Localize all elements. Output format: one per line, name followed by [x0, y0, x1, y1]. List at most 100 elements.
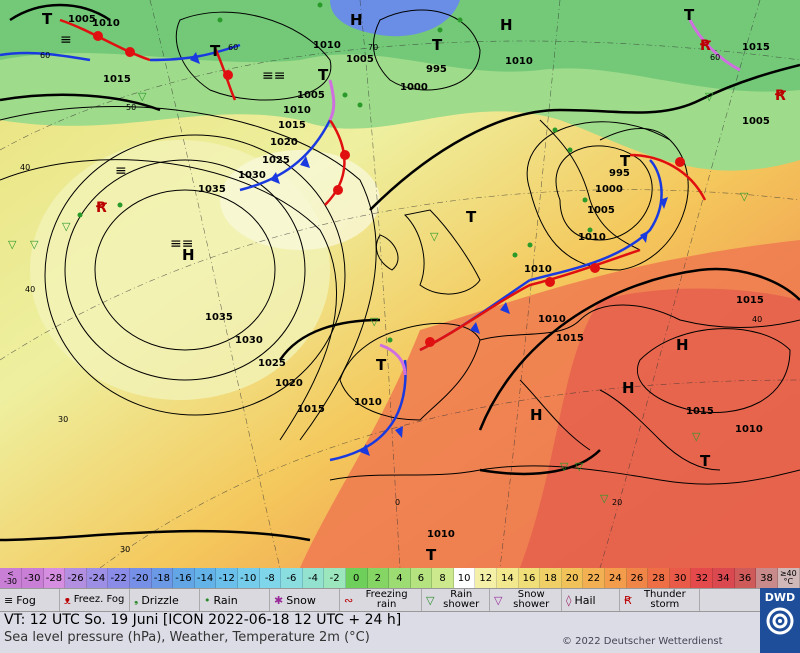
svg-text:T: T: [684, 6, 695, 24]
svg-text:T: T: [466, 208, 477, 226]
svg-text:1010: 1010: [283, 105, 311, 116]
scale-cell: 16: [518, 568, 541, 588]
svg-text:1025: 1025: [258, 358, 286, 369]
legend-symbol-icon: ❟: [134, 593, 139, 606]
svg-text:▽: ▽: [62, 220, 71, 233]
svg-text:▽: ▽: [692, 430, 701, 443]
svg-text:1010: 1010: [578, 232, 606, 243]
scale-cell: 38: [756, 568, 778, 588]
legend-symbol-icon: ▽: [426, 593, 435, 607]
svg-text:▽: ▽: [600, 492, 609, 505]
scale-cell: 22: [583, 568, 606, 588]
svg-text:≡: ≡: [60, 32, 72, 48]
svg-text:T: T: [318, 66, 329, 84]
svg-text:1005: 1005: [742, 116, 770, 127]
svg-text:1010: 1010: [735, 424, 763, 435]
scale-cell: 4: [389, 568, 411, 588]
legend-item: • Rain: [200, 589, 270, 611]
scale-cell: 12: [475, 568, 498, 588]
svg-text:1015: 1015: [103, 74, 131, 85]
svg-text:▽: ▽: [430, 230, 439, 243]
svg-text:1010: 1010: [313, 40, 341, 51]
scale-cell: -18: [151, 568, 174, 588]
svg-text:▽: ▽: [30, 238, 39, 251]
svg-text:▽: ▽: [8, 238, 17, 251]
scale-cell: 6: [410, 568, 433, 588]
svg-text:≡: ≡: [115, 163, 127, 179]
svg-text:▽: ▽: [560, 460, 569, 473]
scale-cell: -8: [259, 568, 282, 588]
scale-cell: 2: [367, 568, 390, 588]
legend-item: ∾ Freezing rain: [340, 589, 422, 611]
legend-symbol-icon: ✱: [274, 593, 284, 607]
svg-text:Ꞧ: Ꞧ: [699, 38, 711, 54]
dwd-logo: DWD: [760, 588, 800, 653]
scale-cell: -14: [194, 568, 217, 588]
svg-text:40: 40: [752, 315, 762, 324]
svg-text:40: 40: [20, 163, 30, 172]
scale-cell: 24: [605, 568, 627, 588]
legend-label: Rain: [213, 593, 238, 607]
scale-cell: 28: [648, 568, 670, 588]
scale-cell: -28: [43, 568, 66, 588]
scale-cell: -26: [65, 568, 87, 588]
scale-cell: -20: [129, 568, 152, 588]
svg-text:60: 60: [710, 53, 720, 62]
valid-time-text: VT: 12 UTC So. 19 Juni [ICON 2022-06-18 …: [4, 612, 402, 628]
svg-text:≡≡: ≡≡: [262, 68, 285, 84]
svg-text:1035: 1035: [198, 184, 226, 195]
legend-item: ≡ Fog: [0, 589, 60, 611]
svg-text:1005: 1005: [68, 14, 96, 25]
legend-symbol-icon: •: [204, 593, 211, 607]
svg-text:≡≡: ≡≡: [170, 236, 193, 252]
svg-text:1035: 1035: [205, 312, 233, 323]
scale-cell: -6: [281, 568, 303, 588]
svg-text:H: H: [182, 246, 195, 264]
svg-text:T: T: [432, 36, 443, 54]
legend-symbol-icon: ≡: [4, 593, 14, 607]
svg-text:1010: 1010: [538, 314, 566, 325]
svg-text:1020: 1020: [275, 378, 303, 389]
svg-text:1030: 1030: [238, 170, 266, 181]
legend-label: Rain shower: [443, 589, 480, 610]
svg-text:30: 30: [58, 415, 68, 424]
svg-text:T: T: [376, 356, 387, 374]
legend-symbol-icon: ▽: [494, 593, 503, 607]
svg-text:1005: 1005: [346, 54, 374, 65]
weather-map: ▽ ▽▽ ▽ ▽▽ ▽▽▽ ▽ ▽▽ ≡≡≡≡≡≡ ꞦꞦꞦ HHH HHH TTT T…: [0, 0, 800, 568]
map-description: Sea level pressure (hPa), Weather, Tempe…: [4, 630, 370, 645]
info-bar: [0, 612, 760, 653]
svg-text:▽: ▽: [575, 460, 584, 473]
svg-text:1015: 1015: [686, 406, 714, 417]
scale-cell: -12: [216, 568, 238, 588]
svg-text:T: T: [700, 452, 711, 470]
svg-text:▽: ▽: [740, 190, 749, 203]
svg-text:▽: ▽: [705, 90, 714, 103]
svg-text:1010: 1010: [505, 56, 533, 67]
scale-cell: 32: [691, 568, 713, 588]
svg-text:1020: 1020: [270, 137, 298, 148]
svg-text:1005: 1005: [587, 205, 615, 216]
svg-text:▽: ▽: [370, 315, 379, 328]
svg-text:1000: 1000: [595, 184, 623, 195]
svg-text:40: 40: [25, 285, 35, 294]
svg-text:T: T: [426, 546, 437, 564]
svg-text:70: 70: [368, 43, 378, 52]
scale-cell: 36: [734, 568, 757, 588]
svg-text:50: 50: [126, 103, 136, 112]
copyright-text: © 2022 Deutscher Wetterdienst: [562, 636, 723, 647]
svg-text:T: T: [620, 152, 631, 170]
legend-label: Fog: [16, 593, 36, 607]
svg-text:T: T: [42, 10, 53, 28]
legend-item: ✱ Snow: [270, 589, 340, 611]
svg-text:H: H: [530, 406, 543, 424]
legend-item: ᴥ Freez. Fog: [60, 589, 130, 611]
legend-item: ▽ Snow shower: [490, 589, 562, 611]
weather-symbol-legend: ≡ Fog ᴥ Freez. Fog ❟ Drizzle • Rain ✱ Snow ∾ Freezi…: [0, 588, 800, 612]
legend-item: Ꞧ Thunder storm: [620, 589, 700, 611]
svg-text:995: 995: [609, 168, 630, 179]
scale-cell: -10: [237, 568, 260, 588]
legend-label: Drizzle: [141, 593, 179, 607]
svg-text:1010: 1010: [524, 264, 552, 275]
svg-text:1025: 1025: [262, 155, 290, 166]
